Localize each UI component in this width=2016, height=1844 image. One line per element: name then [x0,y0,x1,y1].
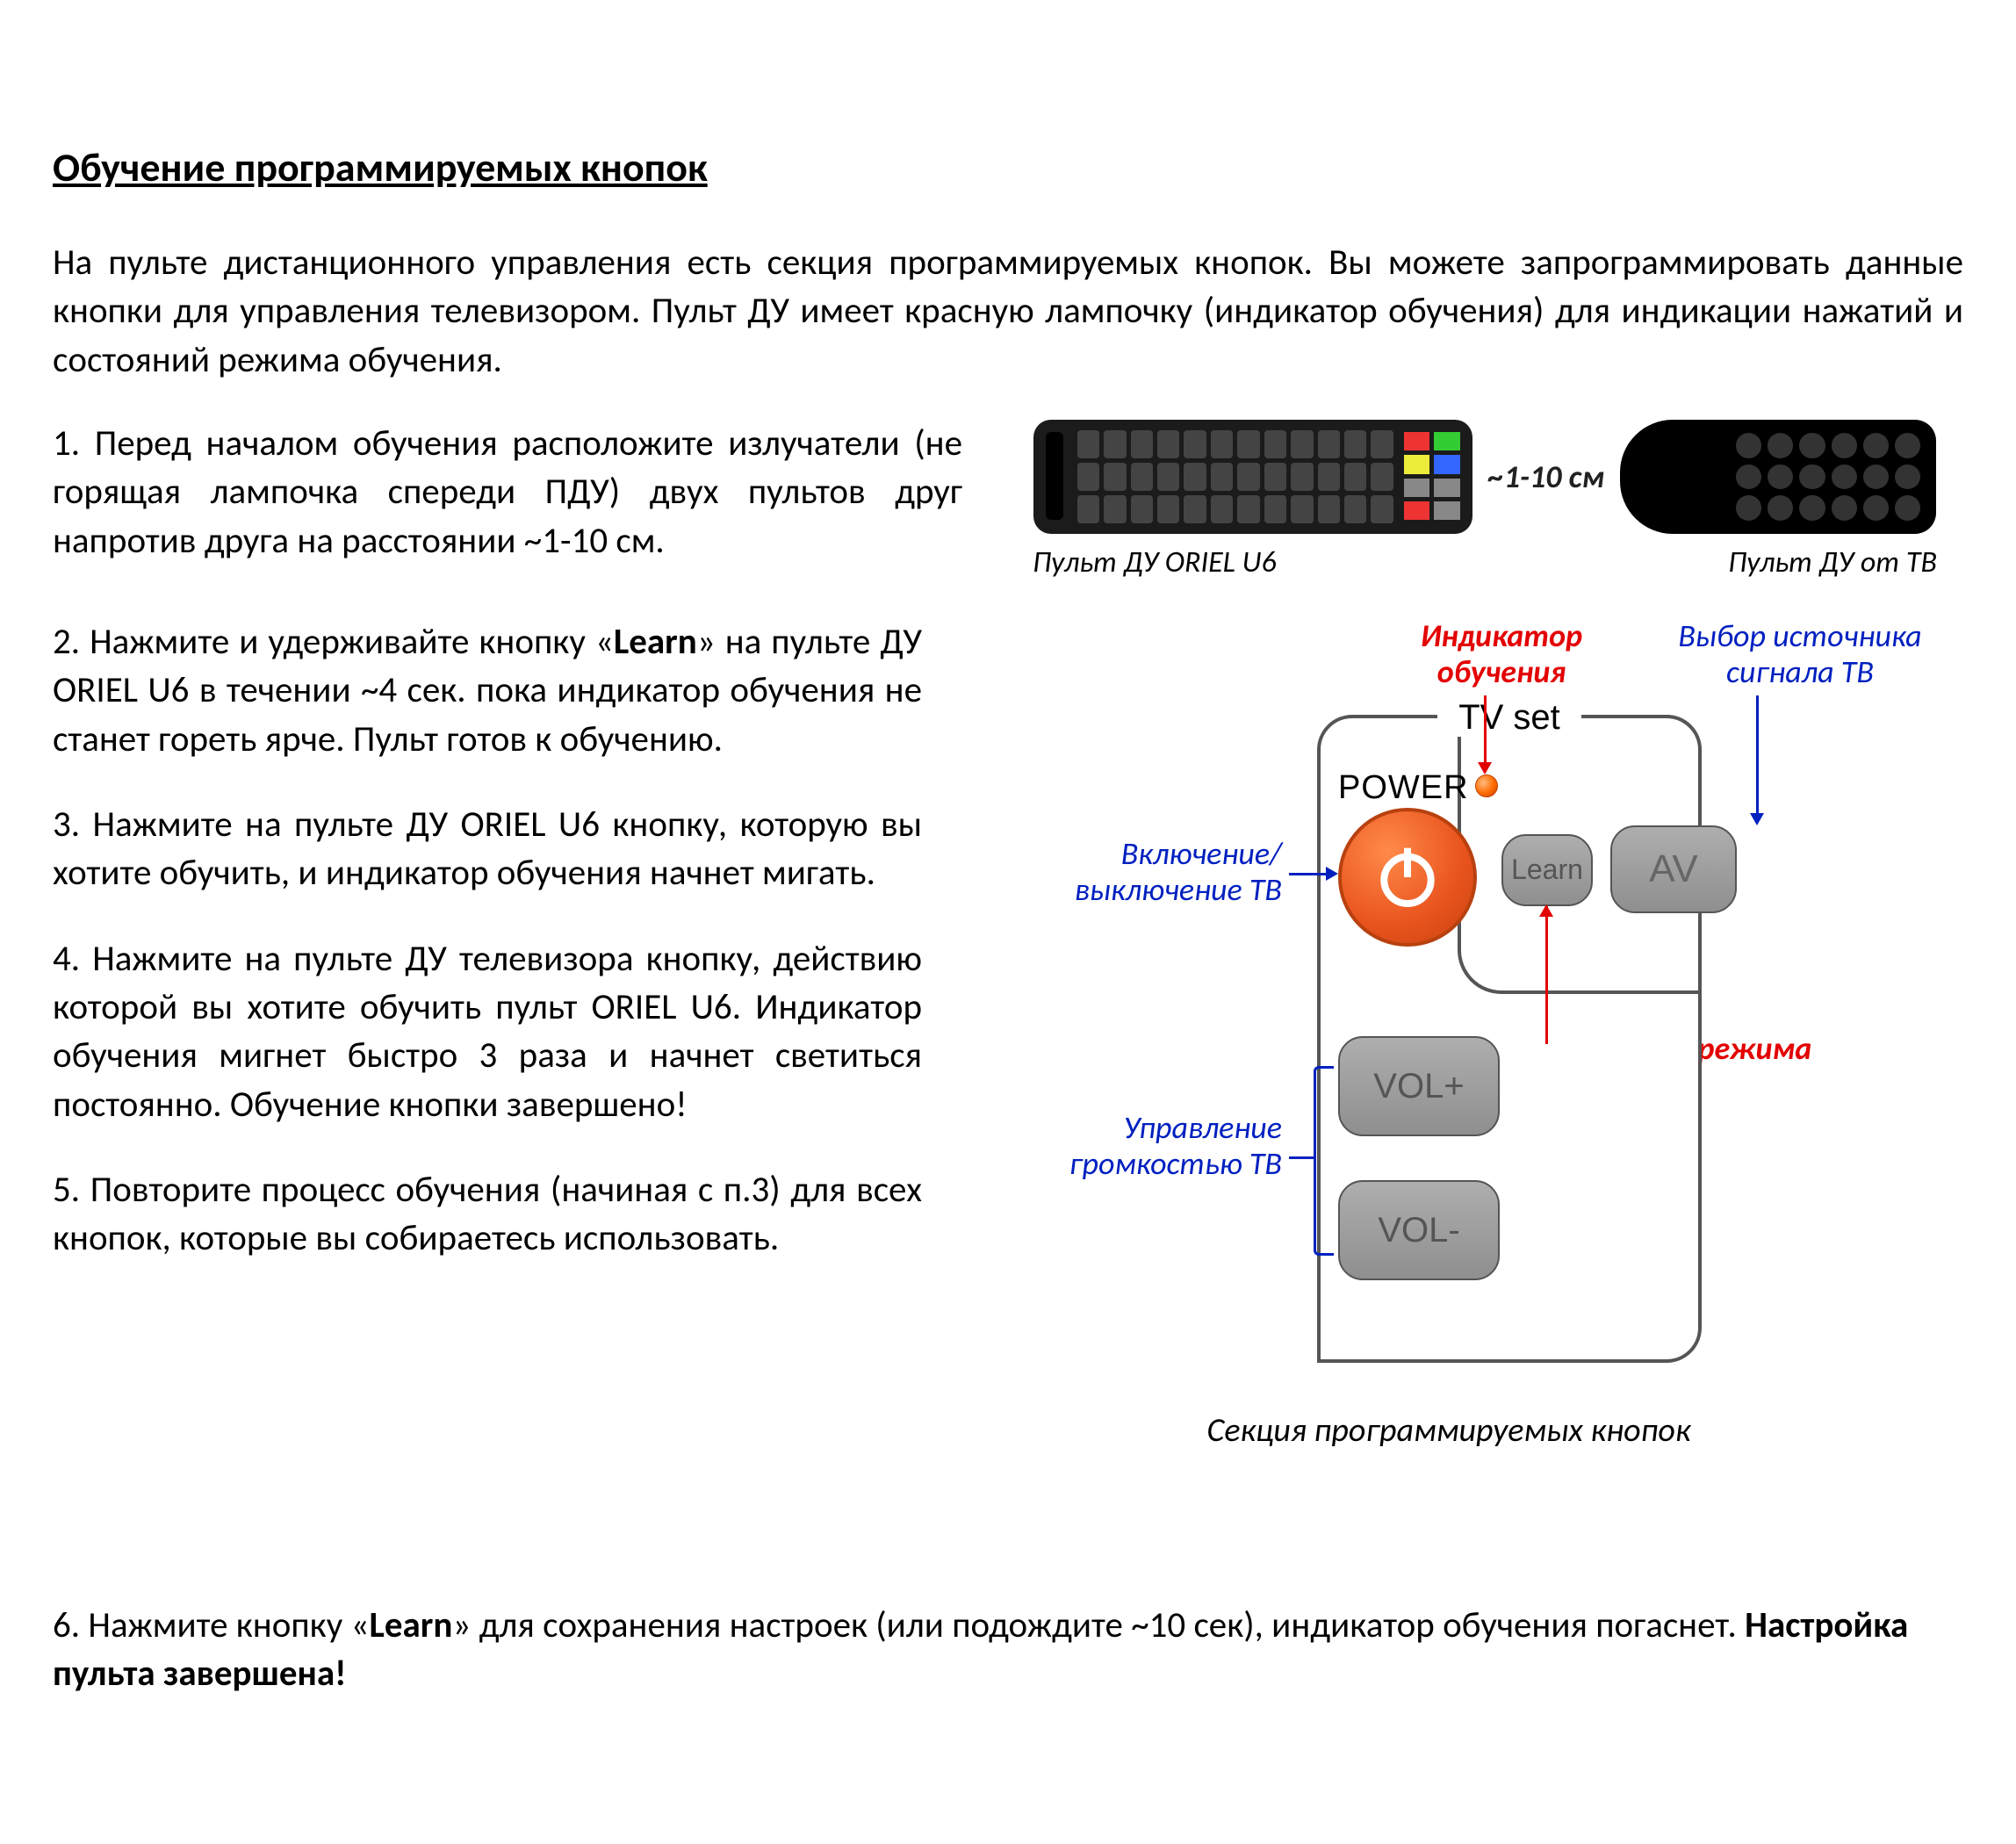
tvset-title: TV set [1437,698,1581,737]
step4: 4. Нажмите на пульте ДУ телевизора кнопк… [53,935,922,1129]
steps-figure2-row: 2. Нажмите и удерживайте кнопку «Learn» … [53,618,1963,1567]
step6: 6. Нажмите кнопку «Learn» для сохранения… [53,1602,1963,1699]
vol-minus-button: VOL- [1338,1180,1500,1280]
remote-tv-icon [1620,420,1936,534]
fig2-caption: Секция программируемых кнопок [966,1408,1932,1453]
callout-source: Выбор источника сигнала ТВ [1668,618,1932,691]
step1-text: 1. Перед началом обучения расположите из… [53,420,962,583]
distance-label: ~1-10 см [1488,456,1604,499]
figure2: Индикатор обучения Выбор источника сигна… [966,618,1932,1567]
remote-oriel-icon [1033,420,1472,534]
figure1: ~1-10 см Пульт ДУ ORIEL U6 Пульт ДУ от Т… [1006,420,1963,583]
vol-plus-button: VOL+ [1338,1036,1500,1136]
step2: 2. Нажмите и удерживайте кнопку «Learn» … [53,618,922,764]
power-icon [1372,842,1443,912]
power-text: POWER [1338,766,1469,810]
step3: 3. Нажмите на пульте ДУ ORIEL U6 кнопку,… [53,801,922,898]
callout-indicator: Индикатор обучения [1387,618,1616,691]
fig1-label-left: Пульт ДУ ORIEL U6 [1033,543,1277,583]
step1-row: 1. Перед началом обучения расположите из… [53,420,1963,583]
av-button: AV [1610,825,1737,913]
heading: Обучение программируемых кнопок [53,140,1963,195]
indicator-led-icon [1475,774,1498,797]
callout-power: Включение/ выключение ТВ [1001,836,1282,909]
step5: 5. Повторите процесс обучения (начиная с… [53,1166,922,1264]
intro-paragraph: На пульте дистанционного управления есть… [53,239,1963,385]
callout-volume: Управление громкостью ТВ [1001,1110,1282,1183]
steps-2-5: 2. Нажмите и удерживайте кнопку «Learn» … [53,618,922,1567]
learn-button: Learn [1501,834,1593,906]
power-button [1338,808,1477,947]
fig1-label-right: Пульт ДУ от ТВ [1728,543,1937,583]
